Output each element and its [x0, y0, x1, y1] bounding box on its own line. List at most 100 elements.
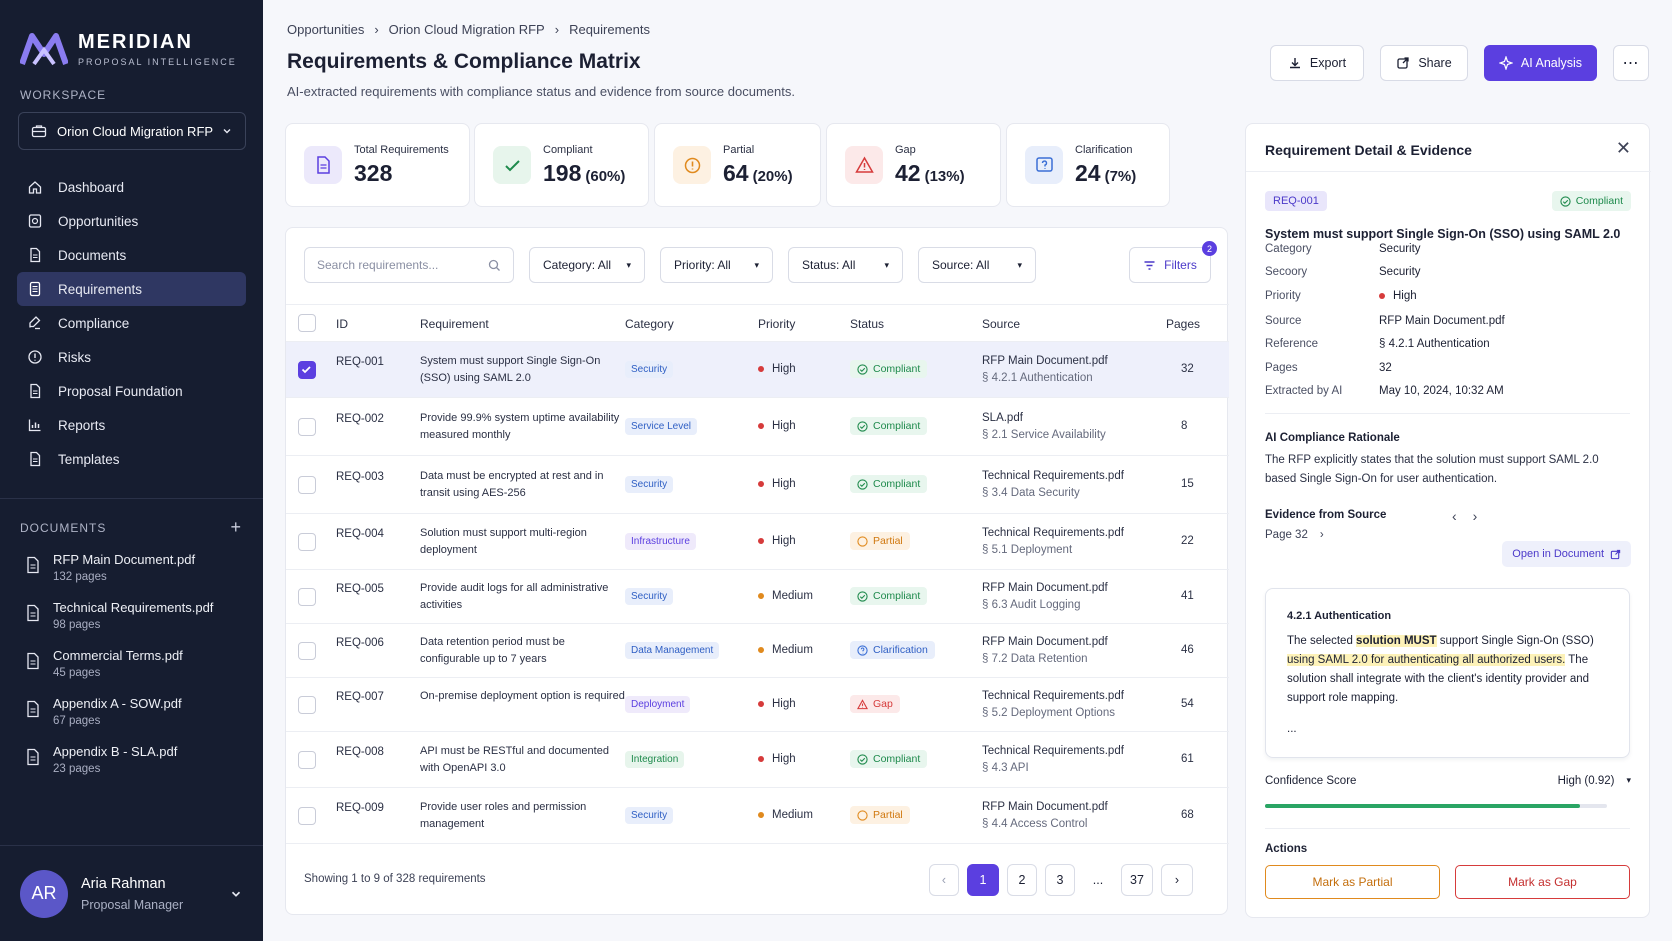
close-icon[interactable]: ✕ — [1615, 138, 1631, 158]
stat-gap[interactable]: Gap 42 (13%) — [826, 123, 1001, 207]
stat-label: Gap — [895, 143, 916, 156]
source-cell[interactable]: RFP Main Document.pdf § 4.2.1 Authenticat… — [982, 353, 1108, 387]
document-item[interactable]: Technical Requirements.pdf 98 pages — [0, 600, 263, 648]
page-1-button[interactable]: 1 — [967, 864, 999, 896]
source-cell[interactable]: RFP Main Document.pdf § 7.2 Data Retentio… — [982, 634, 1108, 668]
col-pages[interactable]: Pages — [1166, 317, 1201, 331]
row-checkbox[interactable] — [298, 533, 316, 551]
evidence-nav: ‹ › — [1452, 508, 1477, 524]
ai-analysis-button[interactable]: AI Analysis — [1484, 45, 1597, 81]
table-row[interactable]: REQ-003 Data must be encrypted at rest an… — [286, 456, 1229, 514]
row-checkbox[interactable] — [298, 361, 316, 379]
stat-clarification[interactable]: Clarification 24 (7%) — [1006, 123, 1170, 207]
sidebar-item-documents[interactable]: Documents — [17, 238, 246, 272]
next-evidence-icon[interactable]: › — [1472, 508, 1478, 524]
source-cell[interactable]: Technical Requirements.pdf § 3.4 Data Sec… — [982, 468, 1124, 502]
source-cell[interactable]: SLA.pdf § 2.1 Service Availability — [982, 410, 1106, 444]
page-number: 8 — [1181, 420, 1188, 432]
document-item[interactable]: Commercial Terms.pdf 45 pages — [0, 648, 263, 696]
prev-page-button[interactable]: ‹ — [929, 864, 959, 896]
share-button[interactable]: Share — [1380, 45, 1468, 81]
status-chip: Compliant — [850, 360, 928, 378]
category-chip: Security — [625, 588, 674, 605]
source-filter[interactable]: Source: All ▾ — [918, 247, 1036, 283]
table-row[interactable]: REQ-009 Provide user roles and permission… — [286, 788, 1229, 844]
page-2-button[interactable]: 2 — [1007, 864, 1037, 896]
sidebar-item-requirements[interactable]: Requirements — [17, 272, 246, 306]
row-checkbox[interactable] — [298, 418, 316, 436]
category-filter[interactable]: Category: All ▾ — [529, 247, 645, 283]
source-cell[interactable]: RFP Main Document.pdf § 4.4 Access Contro… — [982, 799, 1108, 833]
col-category[interactable]: Category — [625, 317, 674, 331]
sidebar-item-opportunities[interactable]: Opportunities — [17, 204, 246, 238]
row-checkbox[interactable] — [298, 696, 316, 714]
source-cell[interactable]: Technical Requirements.pdf § 5.1 Deployme… — [982, 525, 1124, 559]
row-checkbox[interactable] — [298, 642, 316, 660]
more-options-button[interactable]: ⋯ — [1613, 45, 1649, 81]
table-row[interactable]: REQ-008 API must be RESTful and documente… — [286, 732, 1229, 788]
breadcrumb-opportunities[interactable]: Opportunities — [287, 22, 365, 37]
col-priority[interactable]: Priority — [758, 317, 796, 331]
chevron-left-icon: ‹ — [941, 873, 947, 887]
category-chip: Infrastructure — [625, 533, 696, 550]
col-source[interactable]: Source — [982, 317, 1021, 331]
col-status[interactable]: Status — [850, 317, 885, 331]
sidebar-item-templates[interactable]: Templates — [17, 442, 246, 476]
add-document-icon[interactable]: + — [230, 517, 241, 537]
file-icon — [25, 604, 41, 627]
priority-filter[interactable]: Priority: All ▾ — [660, 247, 773, 283]
next-page-button[interactable]: › — [1161, 864, 1193, 896]
source-file: RFP Main Document.pdf — [982, 801, 1108, 813]
filters-button[interactable]: Filters 2 — [1129, 241, 1217, 283]
open-in-document-button[interactable]: Open in Document — [1502, 541, 1631, 567]
table-row[interactable]: REQ-007 On-premise deployment option is r… — [286, 678, 1229, 732]
prev-evidence-icon[interactable]: ‹ — [1452, 508, 1457, 524]
field-value-text: 32 — [1379, 362, 1392, 374]
search-input[interactable]: Search requirements... — [304, 247, 514, 283]
document-item[interactable]: Appendix B - SLA.pdf 23 pages — [0, 744, 263, 792]
page-3-button[interactable]: 3 — [1045, 864, 1075, 896]
chevron-right-icon[interactable]: › — [1319, 529, 1324, 541]
row-checkbox[interactable] — [298, 751, 316, 769]
source-cell[interactable]: RFP Main Document.pdf § 6.3 Audit Logging — [982, 580, 1108, 614]
sidebar-item-compliance[interactable]: Compliance — [17, 306, 246, 340]
table-row[interactable]: REQ-001 System must support Single Sign-O… — [286, 342, 1229, 398]
stat-label: Partial — [723, 143, 755, 156]
priority-label: High — [772, 478, 796, 490]
mark-partial-button[interactable]: Mark as Partial — [1265, 865, 1440, 899]
confidence-dropdown[interactable]: High (0.92) ▾ — [1558, 775, 1631, 787]
export-button[interactable]: Export — [1270, 45, 1364, 81]
source-cell[interactable]: Technical Requirements.pdf § 4.3 API — [982, 743, 1124, 777]
row-checkbox[interactable] — [298, 807, 316, 825]
sidebar-item-label: Proposal Foundation — [58, 383, 183, 399]
mark-gap-button[interactable]: Mark as Gap — [1455, 865, 1630, 899]
col-requirement[interactable]: Requirement — [420, 317, 489, 331]
breadcrumb-rfp[interactable]: Orion Cloud Migration RFP — [388, 22, 545, 37]
sidebar-item-proposal-foundation[interactable]: Proposal Foundation — [17, 374, 246, 408]
user-menu[interactable]: AR Aria Rahman Proposal Manager — [0, 845, 263, 941]
status-filter[interactable]: Status: All ▾ — [788, 247, 903, 283]
stat-total-requirements[interactable]: Total Requirements 328 — [285, 123, 470, 207]
stat-compliant[interactable]: Compliant 198 (60%) — [474, 123, 649, 207]
confidence-label: Confidence Score — [1265, 775, 1357, 787]
stat-partial[interactable]: Partial 64 (20%) — [654, 123, 821, 207]
alert-circle-icon — [25, 349, 45, 365]
sidebar-item-dashboard[interactable]: Dashboard — [17, 170, 246, 204]
priority-dot-icon — [758, 756, 764, 762]
source-cell[interactable]: Technical Requirements.pdf § 5.2 Deployme… — [982, 688, 1124, 722]
page-37-button[interactable]: 37 — [1121, 864, 1153, 896]
row-checkbox[interactable] — [298, 476, 316, 494]
workspace-select[interactable]: Orion Cloud Migration RFP — [18, 112, 246, 150]
table-row[interactable]: REQ-004 Solution must support multi-regio… — [286, 514, 1229, 570]
table-row[interactable]: REQ-006 Data retention period must be con… — [286, 624, 1229, 678]
select-all-checkbox[interactable] — [298, 314, 316, 332]
document-item[interactable]: RFP Main Document.pdf 132 pages — [0, 552, 263, 600]
sidebar-item-reports[interactable]: Reports — [17, 408, 246, 442]
row-checkbox[interactable] — [298, 588, 316, 606]
table-row[interactable]: REQ-005 Provide audit logs for all admini… — [286, 570, 1229, 624]
status-label: Partial — [873, 809, 903, 821]
col-id[interactable]: ID — [336, 317, 348, 331]
document-item[interactable]: Appendix A - SOW.pdf 67 pages — [0, 696, 263, 744]
table-row[interactable]: REQ-002 Provide 99.9% system uptime avail… — [286, 398, 1229, 456]
sidebar-item-risks[interactable]: Risks — [17, 340, 246, 374]
